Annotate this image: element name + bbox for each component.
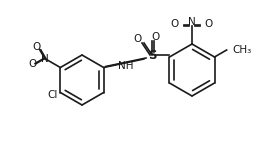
- Text: CH₃: CH₃: [233, 45, 252, 55]
- Text: O: O: [171, 19, 179, 29]
- Text: O: O: [33, 42, 41, 52]
- Text: N: N: [41, 53, 49, 64]
- Text: O: O: [28, 59, 36, 68]
- Text: O: O: [134, 34, 142, 44]
- Text: NH: NH: [118, 61, 134, 71]
- Text: N: N: [188, 17, 196, 27]
- Text: O: O: [205, 19, 213, 29]
- Text: O: O: [152, 32, 160, 42]
- Text: S: S: [148, 48, 156, 61]
- Text: Cl: Cl: [47, 89, 58, 100]
